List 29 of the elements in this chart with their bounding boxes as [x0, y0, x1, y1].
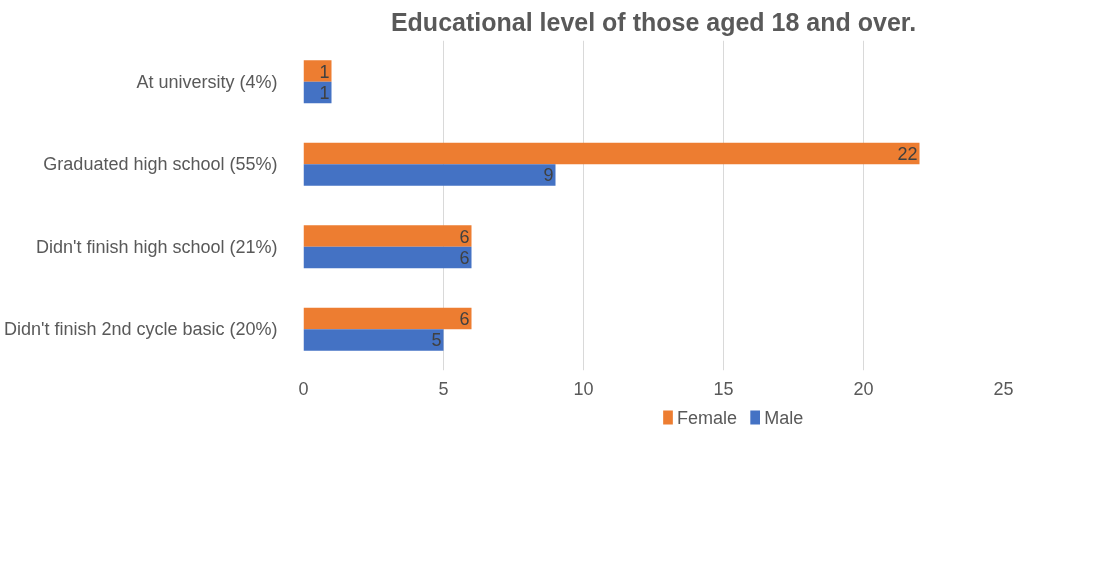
data-label: 1 [319, 61, 330, 82]
x-tick-label: 10 [573, 378, 594, 399]
x-tick-label: 25 [993, 378, 1014, 399]
bar [303, 225, 472, 247]
bar [303, 307, 472, 330]
data-label: 6 [459, 226, 470, 247]
bar [303, 329, 444, 351]
x-tick-label: 0 [298, 378, 309, 399]
y-tick-label: Didn't finish high school (21%) [35, 236, 278, 257]
y-tick-label: Graduated high school (55%) [43, 154, 278, 175]
y-tick-label: Didn't finish 2nd cycle basic (20%) [3, 319, 278, 340]
bar [303, 60, 332, 82]
bar [303, 142, 920, 165]
chart-title: Educational level of those aged 18 and over. [390, 7, 917, 36]
x-tick-label: 5 [438, 378, 449, 399]
x-tick-label: 20 [853, 378, 874, 399]
data-label: 6 [459, 309, 470, 330]
bar [303, 246, 472, 269]
data-label: 5 [431, 330, 442, 351]
data-label: 6 [459, 247, 470, 268]
data-label: 9 [543, 165, 554, 186]
data-label: 1 [319, 82, 330, 103]
bar [303, 81, 332, 104]
data-label: 22 [897, 144, 918, 165]
bar [303, 164, 556, 186]
y-tick-label: At university (4%) [136, 71, 278, 92]
legend-label: Male [764, 407, 804, 428]
x-tick-label: 15 [713, 378, 734, 399]
legend-label: Female [677, 407, 738, 428]
